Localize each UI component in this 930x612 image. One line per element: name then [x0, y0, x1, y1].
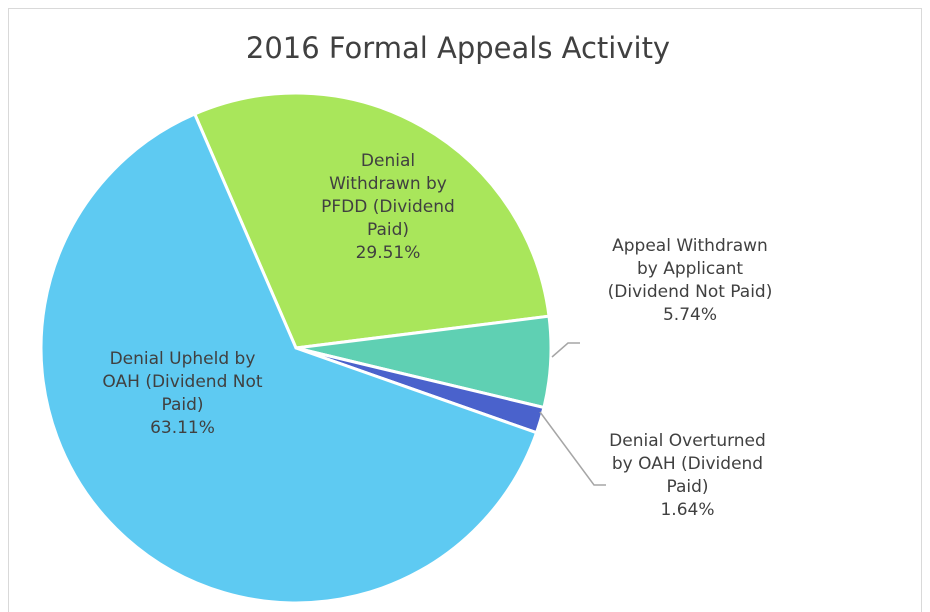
- data-label: Denial Overturned by OAH (Dividend Paid)…: [600, 430, 775, 522]
- category-label: Denial Withdrawn by PFDD (Dividend Paid): [321, 151, 455, 240]
- value-label: 63.11%: [150, 418, 215, 438]
- value-label: 29.51%: [355, 243, 421, 263]
- chart-frame: [8, 8, 922, 612]
- category-label: Denial Overturned by OAH (Dividend Paid): [609, 431, 766, 497]
- pie-slice: [39, 111, 539, 605]
- data-label: Appeal Withdrawn by Applicant (Dividend …: [600, 235, 780, 327]
- leader-line: [551, 342, 580, 358]
- data-label: Denial Upheld by OAH (Dividend Not Paid)…: [100, 348, 265, 440]
- data-label: Denial Withdrawn by PFDD (Dividend Paid)…: [318, 150, 458, 265]
- value-label: 5.74%: [662, 305, 717, 325]
- category-label: Denial Upheld by OAH (Dividend Not Paid): [102, 349, 263, 415]
- leader-line: [539, 411, 606, 486]
- pie-slice: [192, 91, 551, 350]
- chart-title: 2016 Formal Appeals Activity: [246, 31, 670, 65]
- value-label: 1.64%: [660, 500, 715, 520]
- category-label: Appeal Withdrawn by Applicant (Dividend …: [607, 236, 773, 302]
